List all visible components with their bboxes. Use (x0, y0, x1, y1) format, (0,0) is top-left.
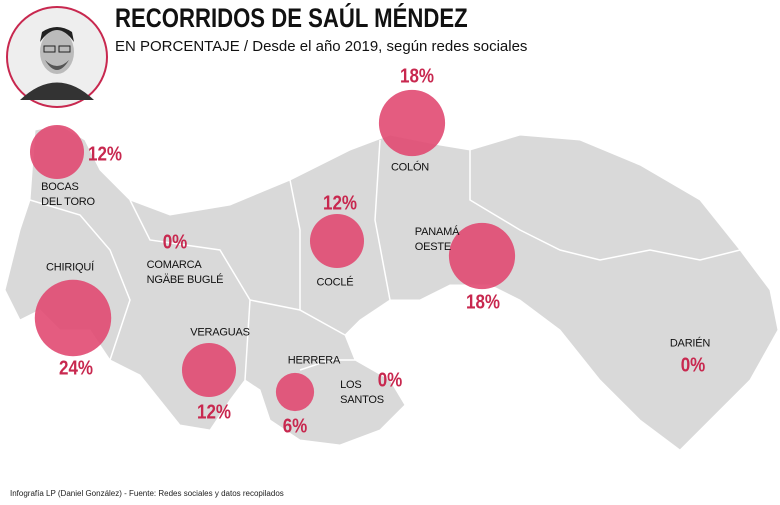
source: Infografía LP (Daniel González) - Fuente… (10, 489, 284, 498)
bubble (275, 372, 315, 412)
region-name: COMARCA NGÄBE BUGLÉ (146, 259, 224, 286)
value-label: 0% (680, 354, 706, 377)
region-name: BOCAS DEL TORO (41, 181, 95, 208)
value-label: 18% (465, 291, 501, 314)
value-label: 12% (322, 192, 358, 215)
value-label: 12% (87, 143, 123, 166)
region-name: LOS SANTOS (340, 379, 384, 406)
bubble (448, 222, 516, 290)
title: RECORRIDOS DE SAÚL MÉNDEZ (115, 3, 468, 33)
value-label: 0% (377, 369, 403, 392)
region-name: DARIÉN (669, 337, 711, 350)
region-name: VERAGUAS (190, 326, 250, 339)
value-label: 0% (162, 231, 188, 254)
province-borders (29, 139, 741, 381)
bubble (29, 124, 85, 180)
value-label: 6% (282, 415, 308, 438)
region-name: COLÓN (390, 161, 430, 174)
region-name: CHIRIQUÍ (46, 261, 94, 274)
bubble (181, 342, 237, 398)
subtitle: EN PORCENTAJE / Desde el año 2019, según… (115, 38, 528, 55)
value-label: 18% (399, 65, 435, 88)
bubble (309, 213, 365, 269)
region-name: PANAMÁ OESTE (414, 226, 460, 253)
value-label: 12% (196, 401, 232, 424)
region-name: HERRERA (287, 354, 341, 367)
bubble (34, 279, 112, 357)
bubble (378, 89, 446, 157)
portrait (6, 6, 108, 108)
region-name: COCLÉ (316, 276, 354, 289)
value-label: 24% (58, 357, 94, 380)
